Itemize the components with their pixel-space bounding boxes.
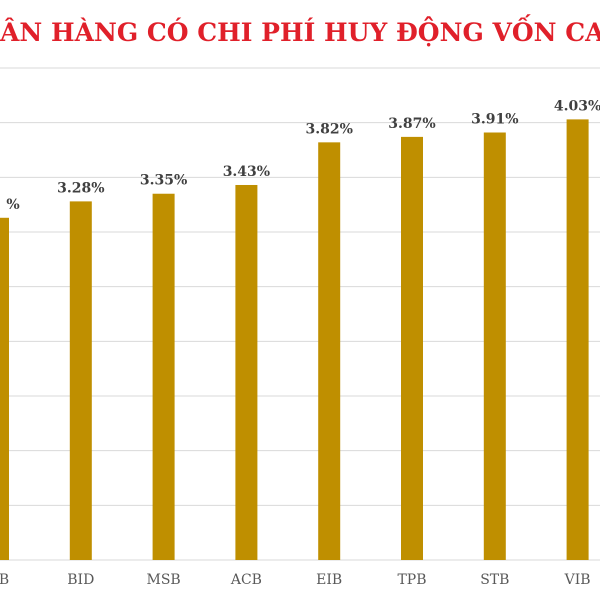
x-tick-label: B [0, 572, 9, 588]
data-label: 4.03% [554, 98, 600, 114]
x-tick-label: BID [67, 572, 94, 588]
data-label: % [6, 197, 19, 213]
x-tick-label: TPB [397, 572, 426, 588]
bar [69, 201, 92, 561]
bar [401, 136, 423, 560]
bar [235, 184, 258, 560]
data-label: 3.82% [305, 121, 352, 137]
x-tick-label: EIB [316, 572, 342, 588]
bar [318, 142, 341, 560]
x-tick-label: STB [480, 572, 509, 588]
gridlines [0, 67, 600, 561]
data-label: 3.91% [471, 112, 518, 128]
x-axis-ticks: B BID MSB ACB EIB TPB STB VIB [0, 572, 591, 588]
data-label: 3.28% [57, 180, 104, 196]
x-tick-label: ACB [230, 572, 262, 588]
bar [152, 193, 175, 560]
bars [0, 119, 589, 561]
value-labels: % 3.28% 3.35% 3.43% 3.82% 3.87% 3.91% 4.03% [6, 98, 600, 212]
data-label: 3.35% [140, 173, 187, 189]
bar [483, 132, 506, 561]
data-label: 3.87% [388, 116, 435, 132]
x-tick-label: MSB [146, 572, 180, 588]
x-tick-label: VIB [564, 572, 591, 588]
bar [0, 217, 9, 560]
chart-title: ÂN HÀNG CÓ CHI PHÍ HUY ĐỘNG VỐN CAO NHẤT [0, 15, 600, 47]
data-label: 3.43% [223, 164, 270, 180]
bar [566, 119, 589, 561]
